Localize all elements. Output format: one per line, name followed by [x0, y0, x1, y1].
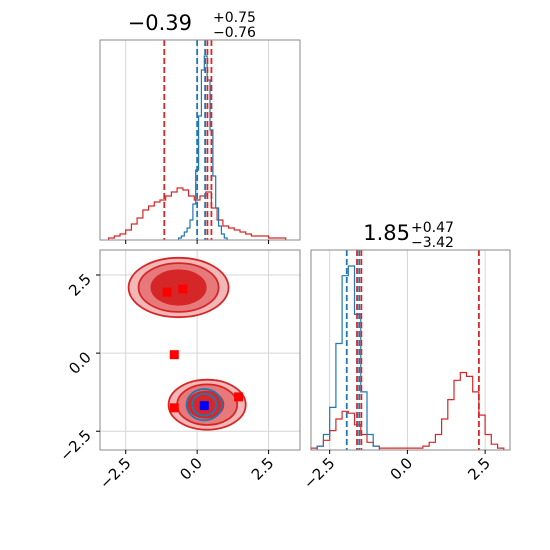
frame-br	[310, 249, 511, 451]
point-blue-0	[199, 401, 209, 411]
title-p1-plus: +0.75	[213, 10, 256, 26]
point-red-1	[178, 284, 188, 294]
point-red-2	[169, 350, 179, 360]
contour-blue-1-0	[185, 388, 223, 422]
hist-red-p1	[108, 187, 287, 240]
hist-red-p2	[310, 371, 505, 450]
hist-blue-p2	[316, 265, 380, 450]
tick-label-joint-x-1: 0.0	[176, 454, 206, 484]
mark-layer	[162, 284, 244, 413]
tick-label-joint-y-1: 0.0	[65, 348, 95, 378]
point-red-4	[234, 392, 244, 402]
tick-label-joint-y-2: 2.5	[65, 270, 95, 300]
tick-label-joint-x-0: −2.5	[96, 454, 134, 492]
tick-label-right-x-0: −2.5	[300, 454, 338, 492]
title-p1: −0.39	[128, 11, 192, 35]
line-layer	[108, 40, 505, 450]
text-layer: −0.39 +0.75 −0.76 1.85 +0.47 −3.42 −2.5 0…	[56, 10, 494, 493]
title-p2-plus: +0.47	[411, 220, 454, 236]
point-red-3	[169, 403, 179, 413]
title-p2-minus: −3.42	[411, 235, 454, 251]
frame-layer	[96, 39, 511, 454]
frame-bl	[99, 249, 301, 451]
fill-layer	[127, 256, 247, 431]
contour-blue-2-0	[191, 392, 218, 417]
point-red-0	[162, 287, 172, 297]
tick-label-joint-x-2: 2.5	[248, 454, 278, 484]
tick-label-right-x-1: 0.0	[387, 454, 417, 484]
title-p2: 1.85	[363, 221, 410, 245]
hist-blue-p1	[178, 55, 228, 240]
frame-tl	[99, 39, 301, 241]
title-p1-minus: −0.76	[213, 25, 256, 41]
tick-label-joint-y-0: −2.5	[56, 426, 94, 464]
tick-label-right-x-2: 2.5	[464, 454, 494, 484]
